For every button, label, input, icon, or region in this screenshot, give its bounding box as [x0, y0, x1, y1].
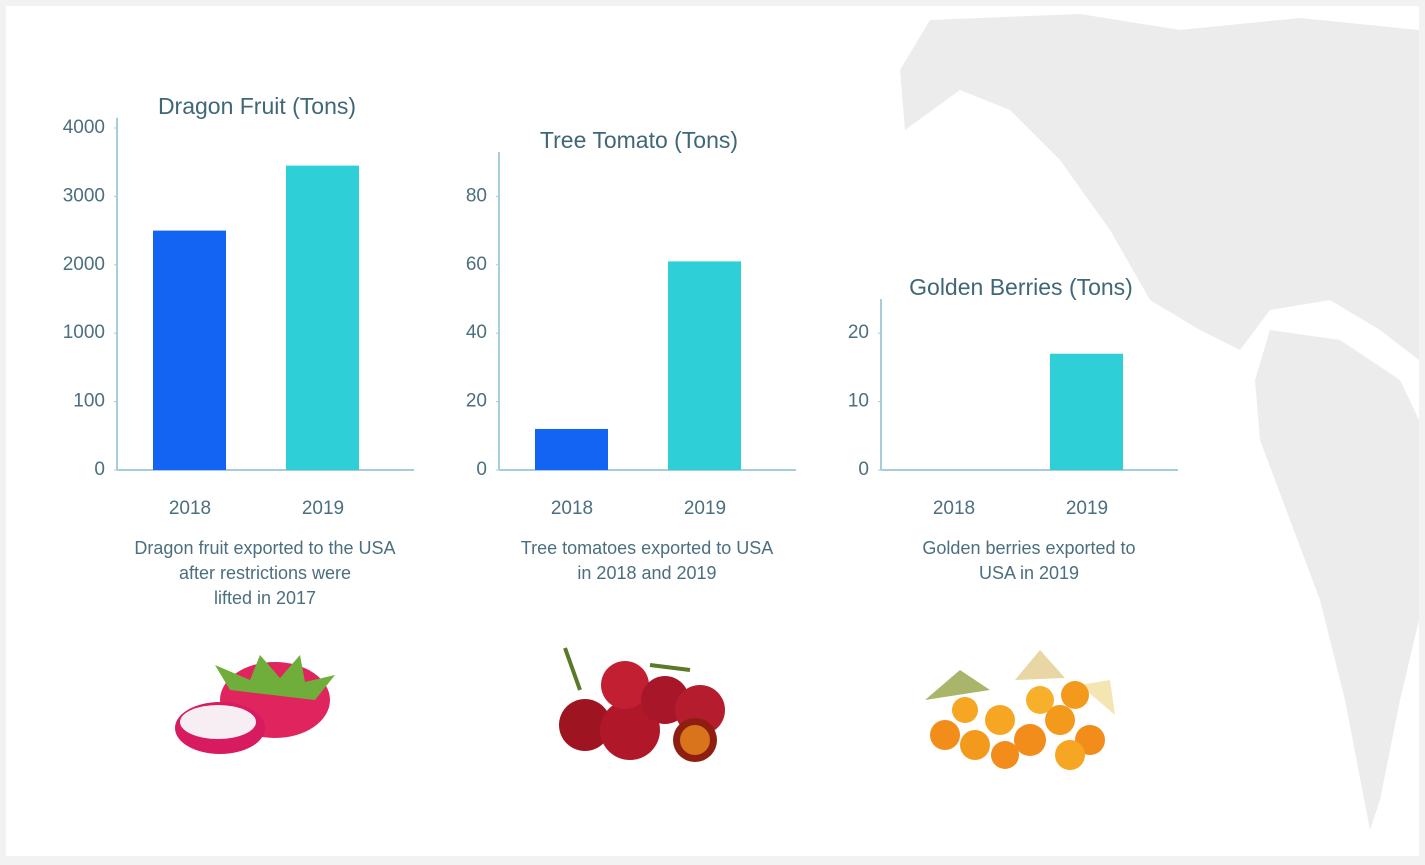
caption-line: Tree tomatoes exported to USA [521, 538, 773, 558]
chart-title: Tree Tomato (Tons) [540, 127, 738, 153]
y-tick-label: 40 [466, 322, 487, 343]
y-tick-label: 80 [466, 185, 487, 206]
y-tick-label: 20 [848, 322, 869, 343]
bar [1050, 354, 1123, 470]
infographic: Dragon Fruit (Tons)010010002000300040002… [0, 0, 1425, 865]
bar [535, 429, 608, 470]
y-tick-label: 10 [848, 391, 869, 412]
chart-title: Dragon Fruit (Tons) [158, 93, 356, 119]
y-tick-label: 0 [476, 459, 487, 480]
caption-line: Golden berries exported to [922, 538, 1135, 558]
bar [153, 231, 226, 470]
y-tick-label: 4000 [63, 117, 105, 138]
caption-line: lifted in 2017 [214, 588, 316, 608]
x-tick-label: 2019 [302, 498, 344, 519]
y-tick-label: 3000 [63, 185, 105, 206]
bar [668, 261, 741, 470]
chart-title: Golden Berries (Tons) [909, 274, 1133, 300]
y-tick-label: 0 [94, 459, 105, 480]
caption-line: USA in 2019 [979, 563, 1079, 583]
y-tick-label: 20 [466, 391, 487, 412]
bar [286, 166, 359, 470]
x-tick-label: 2019 [1066, 498, 1108, 519]
caption-line: Dragon fruit exported to the USA [134, 538, 395, 558]
x-tick-label: 2019 [684, 498, 726, 519]
caption-line: after restrictions were [179, 563, 351, 583]
page: Dragon Fruit (Tons)010010002000300040002… [0, 0, 1425, 865]
x-tick-label: 2018 [933, 498, 975, 519]
y-tick-label: 0 [858, 459, 869, 480]
y-tick-label: 60 [466, 254, 487, 275]
y-tick-label: 100 [73, 391, 105, 412]
x-tick-label: 2018 [169, 498, 211, 519]
x-tick-label: 2018 [551, 498, 593, 519]
y-tick-label: 1000 [63, 322, 105, 343]
y-tick-label: 2000 [63, 254, 105, 275]
caption-line: in 2018 and 2019 [577, 563, 716, 583]
